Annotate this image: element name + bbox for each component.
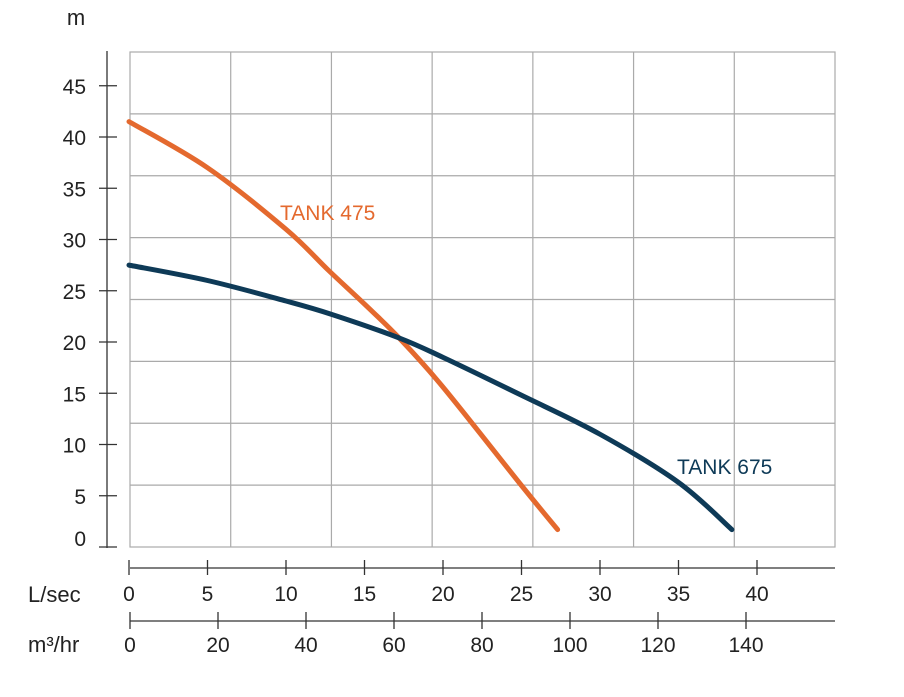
x-tick-label-lsec: 35 bbox=[667, 583, 690, 606]
x-tick-label-m3hr: 120 bbox=[640, 634, 675, 657]
y-axis: 0 5 10 15 20 25 30 35 40 45 bbox=[63, 51, 117, 551]
y-tick-label: 10 bbox=[63, 435, 86, 458]
x-tick-label-m3hr: 0 bbox=[124, 634, 136, 657]
x-tick-label-m3hr: 80 bbox=[470, 634, 493, 657]
x-axis-label-m3hr: m³/hr bbox=[28, 632, 79, 657]
series-line-tank-675 bbox=[126, 262, 735, 533]
x-axis-m3hr: 0 20 40 60 80 100 120 140 bbox=[124, 612, 835, 657]
x-tick-label-lsec: 25 bbox=[510, 583, 533, 606]
y-tick-label: 0 bbox=[74, 528, 86, 551]
series-label-tank-675: TANK 675 bbox=[677, 456, 772, 479]
y-tick-label: 15 bbox=[63, 383, 86, 406]
x-tick-label-lsec: 30 bbox=[588, 583, 611, 606]
x-tick-label-m3hr: 20 bbox=[206, 634, 229, 657]
x-axis-label-lsec: L/sec bbox=[28, 582, 81, 607]
x-tick-label-lsec: 10 bbox=[274, 583, 297, 606]
y-tick-label: 30 bbox=[63, 230, 86, 253]
y-axis-label: m bbox=[67, 5, 85, 30]
y-tick-label: 25 bbox=[63, 281, 86, 304]
x-tick-label-m3hr: 40 bbox=[294, 634, 317, 657]
x-tick-label-lsec: 5 bbox=[202, 583, 214, 606]
x-tick-label-lsec: 15 bbox=[353, 583, 376, 606]
x-tick-label-m3hr: 100 bbox=[552, 634, 587, 657]
x-tick-label-lsec: 0 bbox=[123, 583, 135, 606]
series-label-tank-475: TANK 475 bbox=[280, 202, 375, 225]
x-tick-label-m3hr: 60 bbox=[382, 634, 405, 657]
grid bbox=[129, 51, 836, 548]
y-tick-label: 45 bbox=[63, 76, 86, 99]
series-line-tank-475 bbox=[126, 119, 561, 533]
y-tick-label: 40 bbox=[63, 127, 86, 150]
x-axis-lsec: 0 5 10 15 20 25 30 35 40 bbox=[123, 560, 835, 606]
y-tick-label: 20 bbox=[63, 332, 86, 355]
y-tick-label: 35 bbox=[63, 178, 86, 201]
x-tick-label-m3hr: 140 bbox=[728, 634, 763, 657]
x-tick-label-lsec: 20 bbox=[431, 583, 454, 606]
x-tick-label-lsec: 40 bbox=[745, 583, 768, 606]
series bbox=[126, 119, 735, 533]
y-tick-label: 5 bbox=[74, 486, 86, 509]
